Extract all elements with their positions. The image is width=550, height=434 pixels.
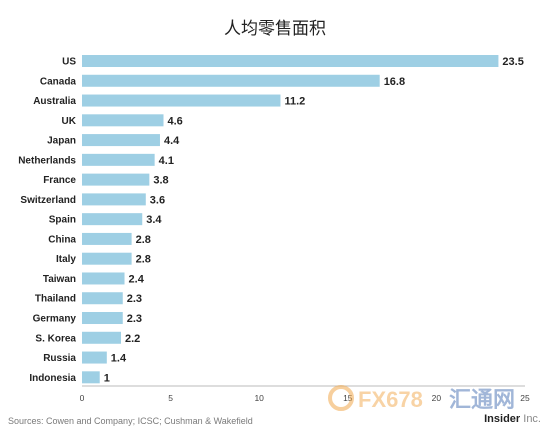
fx678-logo-icon bbox=[328, 385, 354, 411]
value-label: 4.1 bbox=[159, 155, 174, 167]
bar bbox=[82, 272, 125, 285]
bar bbox=[82, 173, 150, 186]
value-label: 1 bbox=[104, 372, 110, 384]
bar bbox=[82, 232, 132, 245]
x-axis-ticks: 0 5 10 15 20 25 bbox=[80, 393, 530, 403]
category-label: Indonesia bbox=[29, 373, 76, 384]
bar bbox=[82, 252, 132, 265]
value-label: 3.6 bbox=[150, 194, 165, 206]
bars-group: US 23.5 Canada 16.8 Australia 11.2 UK 4.6 Japan 4… bbox=[18, 55, 524, 384]
brand-logo: Insider Inc. bbox=[484, 413, 541, 425]
category-label: China bbox=[48, 234, 76, 245]
value-label: 3.4 bbox=[146, 214, 162, 226]
bar bbox=[82, 193, 146, 206]
x-tick-label: 10 bbox=[254, 393, 264, 403]
value-label: 4.6 bbox=[168, 115, 183, 127]
x-tick-label: 25 bbox=[520, 393, 530, 403]
x-tick-label: 5 bbox=[168, 393, 173, 403]
category-label: Germany bbox=[33, 314, 77, 325]
category-label: UK bbox=[62, 116, 77, 127]
bar bbox=[82, 213, 143, 226]
value-label: 11.2 bbox=[284, 96, 305, 108]
value-label: 4.4 bbox=[164, 135, 180, 147]
source-note: Sources: Cowen and Company; ICSC; Cushma… bbox=[8, 416, 253, 426]
value-label: 3.8 bbox=[153, 175, 168, 187]
x-tick-label: 15 bbox=[343, 393, 353, 403]
watermark-huitong: 汇通网 bbox=[449, 387, 515, 412]
category-label: Australia bbox=[33, 96, 76, 107]
bar bbox=[82, 74, 380, 87]
value-label: 2.8 bbox=[136, 234, 151, 246]
bar bbox=[82, 114, 164, 127]
value-label: 2.2 bbox=[125, 333, 140, 345]
value-label: 2.3 bbox=[127, 293, 142, 305]
category-label: Italy bbox=[56, 254, 76, 265]
chart-title: 人均零售面积 bbox=[224, 19, 326, 39]
bar bbox=[82, 55, 499, 67]
category-label: Japan bbox=[47, 136, 76, 147]
bar bbox=[82, 351, 107, 364]
category-label: Switzerland bbox=[20, 195, 76, 206]
bar bbox=[82, 331, 121, 344]
value-label: 2.4 bbox=[129, 273, 145, 285]
bar bbox=[82, 94, 281, 107]
category-label: Netherlands bbox=[18, 155, 76, 166]
watermark: FX678 汇通网 bbox=[328, 385, 515, 412]
x-tick-label: 20 bbox=[432, 393, 442, 403]
category-label: Spain bbox=[49, 215, 76, 226]
value-label: 2.3 bbox=[127, 313, 142, 325]
watermark-fx678: FX678 bbox=[358, 387, 423, 412]
category-label: S. Korea bbox=[35, 333, 76, 344]
category-label: Canada bbox=[40, 76, 77, 87]
category-label: Russia bbox=[43, 353, 76, 364]
value-label: 2.8 bbox=[136, 254, 151, 266]
bar bbox=[82, 153, 155, 166]
category-label: Taiwan bbox=[43, 274, 76, 285]
category-label: US bbox=[62, 57, 76, 68]
bar bbox=[82, 134, 160, 147]
x-tick-label: 0 bbox=[80, 393, 85, 403]
value-label: 16.8 bbox=[384, 76, 405, 88]
value-label: 1.4 bbox=[111, 353, 127, 365]
value-label: 23.5 bbox=[502, 56, 523, 68]
bar bbox=[82, 292, 123, 305]
bar bbox=[82, 371, 100, 384]
category-label: France bbox=[43, 175, 76, 186]
category-label: Thailand bbox=[35, 294, 76, 305]
bar bbox=[82, 312, 123, 325]
